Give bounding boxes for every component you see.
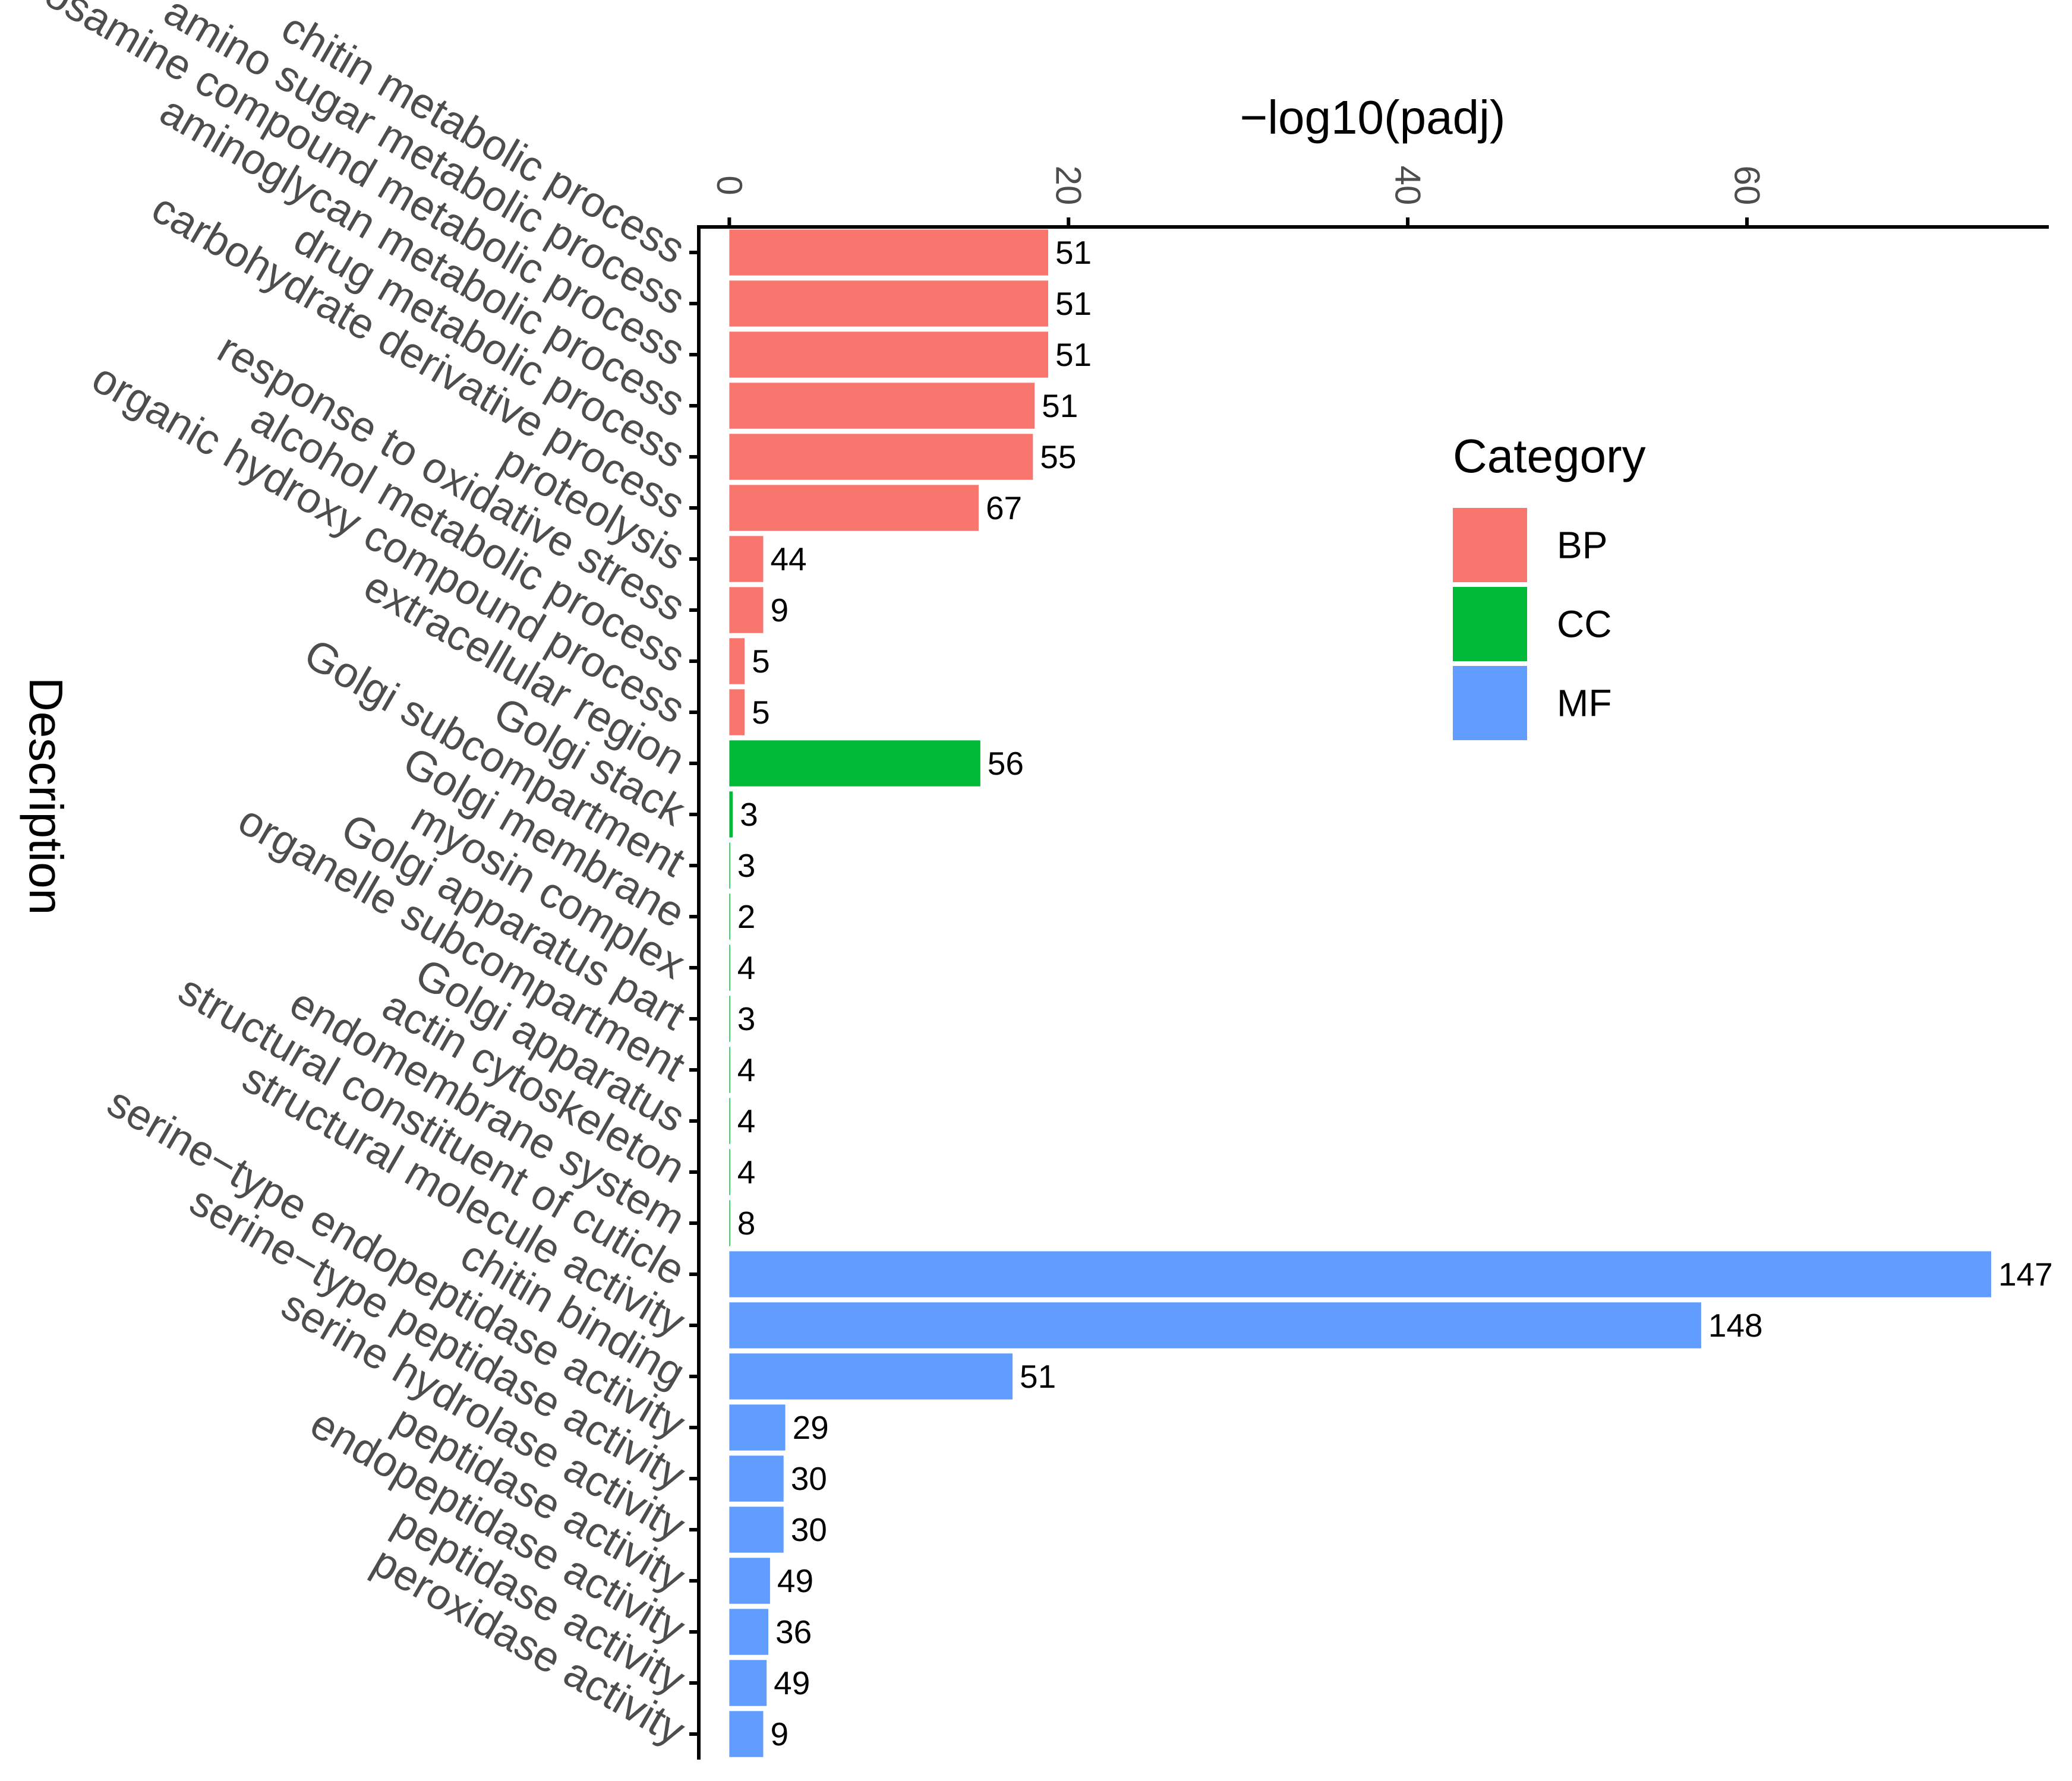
bar <box>729 1711 764 1757</box>
count-label: 5 <box>752 643 770 680</box>
count-label: 51 <box>1042 387 1078 424</box>
count-label: 4 <box>737 949 756 986</box>
legend-key <box>1453 587 1527 661</box>
count-label: 55 <box>1040 438 1076 475</box>
count-label: 36 <box>775 1613 812 1650</box>
bar <box>729 1609 769 1655</box>
x-axis-title: −log10(padj) <box>1240 91 1506 144</box>
count-label: 9 <box>770 1716 789 1752</box>
bar <box>729 842 730 889</box>
count-label: 51 <box>1055 285 1092 322</box>
legend-label: CC <box>1557 603 1611 646</box>
legend: Category BP CC MF <box>1453 430 1646 740</box>
legend-key <box>1453 666 1527 740</box>
count-label: 9 <box>770 592 789 629</box>
bar <box>729 1558 770 1604</box>
count-label: 8 <box>737 1205 756 1242</box>
count-label: 51 <box>1055 336 1092 373</box>
bar <box>729 331 1048 378</box>
y-axis-title: Description <box>20 677 72 915</box>
count-label: 51 <box>1020 1358 1056 1395</box>
count-label: 4 <box>737 1103 756 1139</box>
count-label: 51 <box>1055 234 1092 271</box>
count-label: 30 <box>791 1511 827 1548</box>
bar <box>729 1047 730 1093</box>
count-labels: 5151515155674495556332434448147148512930… <box>737 234 2053 1752</box>
count-label: 2 <box>737 898 756 935</box>
bar <box>729 1507 784 1553</box>
count-label: 3 <box>740 796 758 833</box>
bar <box>729 229 1048 276</box>
count-label: 4 <box>737 1051 756 1088</box>
bar <box>729 996 730 1042</box>
bar <box>729 689 745 735</box>
count-label: 147 <box>1998 1256 2053 1293</box>
legend-key <box>1453 508 1527 582</box>
x-tick-label: 0 <box>709 175 749 195</box>
legend-title: Category <box>1453 430 1646 482</box>
bar <box>729 434 1033 480</box>
count-label: 29 <box>793 1409 829 1446</box>
bar <box>729 1251 1991 1297</box>
count-label: 44 <box>770 541 806 577</box>
bar <box>729 1660 767 1706</box>
x-tick-label: 20 <box>1049 166 1089 206</box>
bar <box>729 1302 1701 1349</box>
bar <box>729 893 730 940</box>
bar <box>729 1149 730 1195</box>
bar <box>729 945 730 991</box>
count-label: 5 <box>752 694 770 731</box>
bar <box>729 536 764 582</box>
bar <box>729 791 733 838</box>
count-label: 67 <box>986 490 1022 526</box>
bar <box>729 1200 730 1246</box>
bar <box>729 638 745 684</box>
legend-label: MF <box>1557 682 1611 725</box>
count-label: 3 <box>737 847 756 884</box>
bar <box>729 1098 730 1144</box>
count-label: 56 <box>988 745 1024 782</box>
count-label: 49 <box>777 1562 813 1599</box>
bar <box>729 485 979 531</box>
x-tick-label: 40 <box>1388 166 1428 206</box>
count-label: 3 <box>737 1000 756 1037</box>
bar <box>729 1404 786 1451</box>
bar <box>729 740 980 787</box>
bar <box>729 587 764 633</box>
bar <box>729 1455 784 1502</box>
count-label: 30 <box>791 1460 827 1497</box>
x-axis: 0 20 40 60 <box>697 166 2049 229</box>
bar <box>729 1353 1013 1400</box>
count-label: 4 <box>737 1154 756 1191</box>
x-tick-label: 60 <box>1727 166 1767 206</box>
legend-label: BP <box>1557 524 1607 567</box>
count-label: 49 <box>774 1665 810 1701</box>
bar <box>729 280 1048 327</box>
bar-series <box>729 229 1991 1757</box>
count-label: 148 <box>1708 1307 1763 1344</box>
bar <box>729 383 1035 429</box>
